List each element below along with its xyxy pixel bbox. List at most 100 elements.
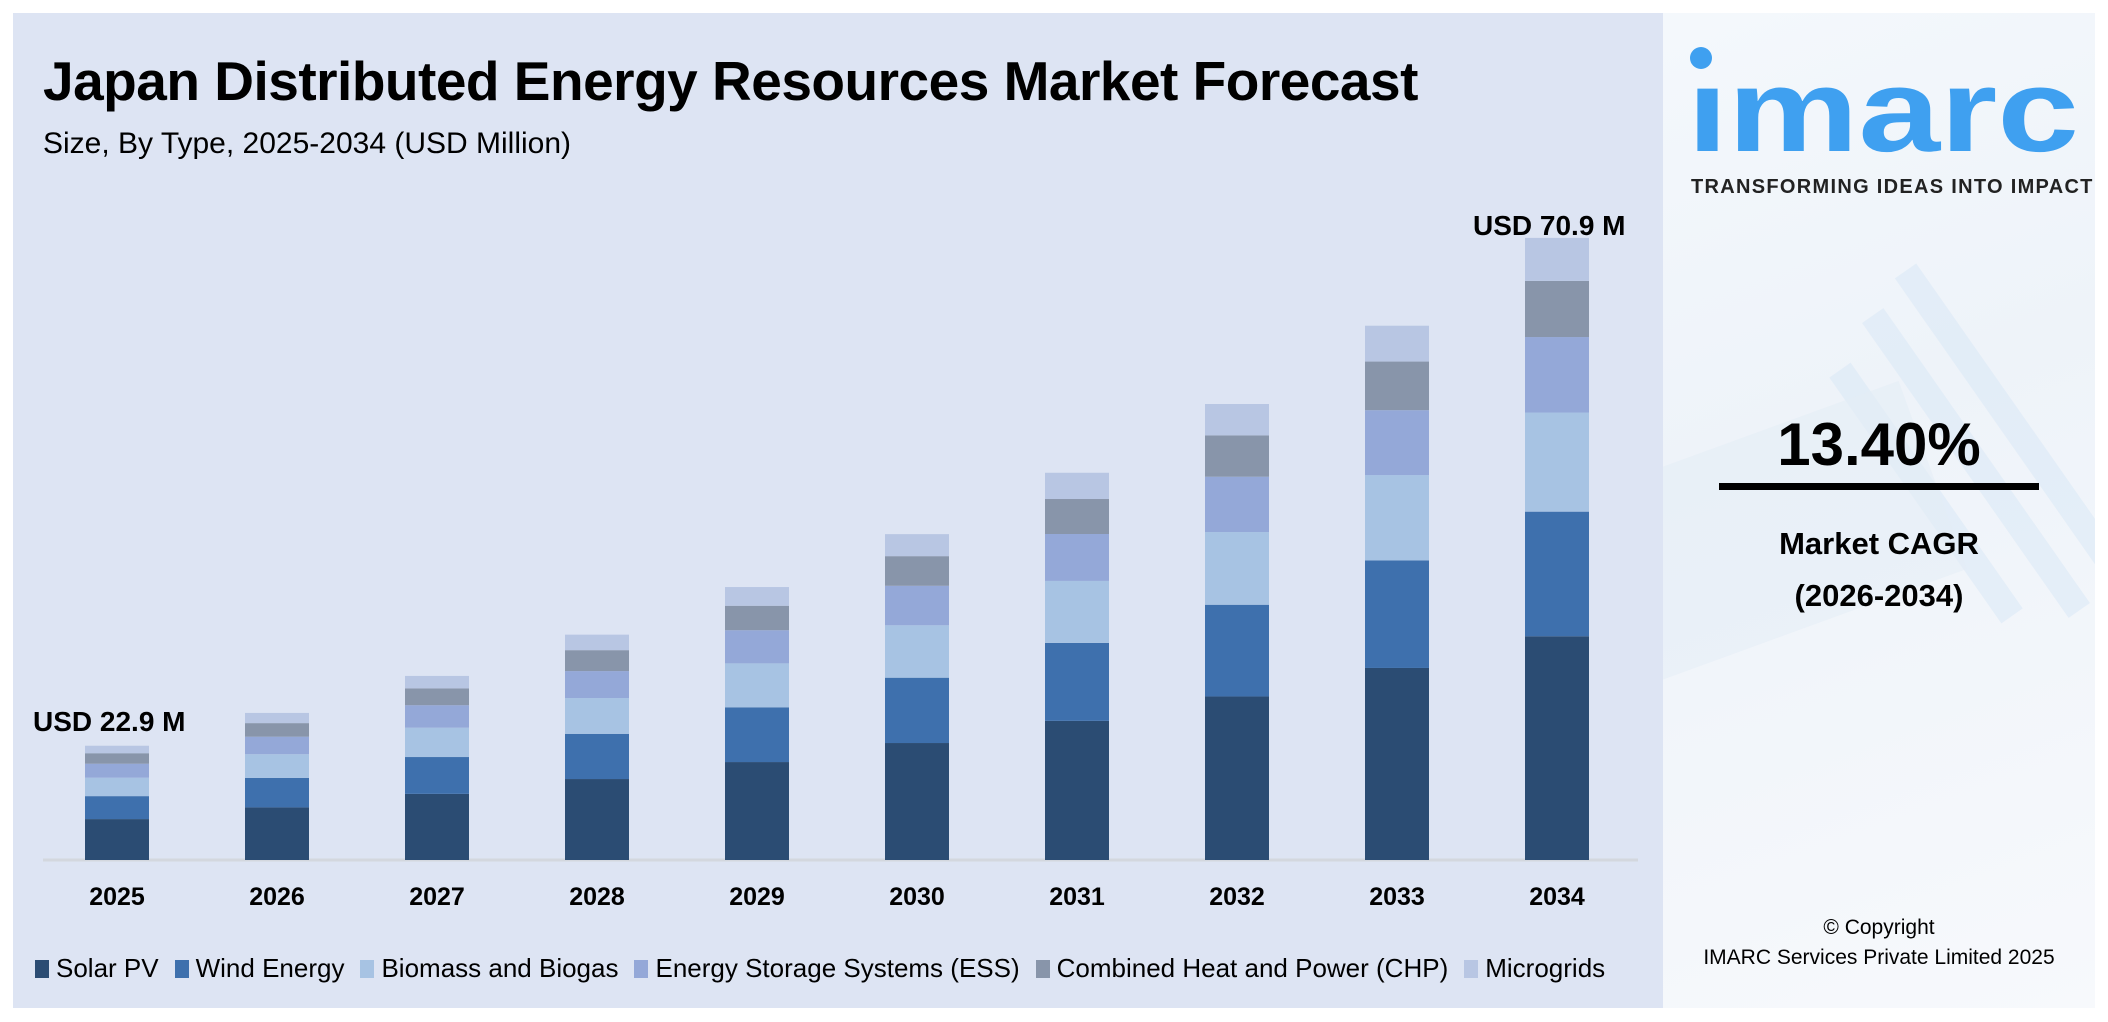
bar-segment-2026-microgrids: [245, 712, 309, 724]
cagr-period: (2026-2034): [1794, 578, 1964, 613]
bar-segment-2033-solar-pv: [1365, 667, 1429, 860]
bar-segment-2030-biomass-and-biogas: [885, 625, 949, 678]
bar-segment-2029-microgrids: [725, 587, 789, 606]
bar-segment-2033-microgrids: [1365, 325, 1429, 362]
legend-item: Energy Storage Systems (ESS): [634, 953, 1020, 984]
x-tick-label: 2026: [249, 883, 305, 911]
legend-label: Biomass and Biogas: [381, 953, 619, 983]
x-tick-label: 2025: [89, 883, 145, 911]
x-tick-label: 2031: [1049, 883, 1105, 911]
bar-segment-2027-combined-heat-and-power-chp-: [405, 688, 469, 706]
side-panel: ımarc TRANSFORMING IDEAS INTO IMPACT 13.…: [1663, 13, 2095, 1008]
bar-segment-2031-energy-storage-systems-ess-: [1045, 533, 1109, 581]
copyright-line-1: © Copyright: [1823, 916, 1935, 939]
bar-segment-2034-solar-pv: [1525, 636, 1589, 860]
x-tick-label: 2028: [569, 883, 625, 911]
bar-segment-2032-combined-heat-and-power-chp-: [1205, 435, 1269, 477]
bar-segment-2027-wind-energy: [405, 757, 469, 794]
bar-segment-2033-wind-energy: [1365, 560, 1429, 668]
bar-segment-2025-combined-heat-and-power-chp-: [85, 753, 149, 764]
bar-segment-2032-biomass-and-biogas: [1205, 532, 1269, 605]
bar-segment-2026-combined-heat-and-power-chp-: [245, 723, 309, 737]
bar-segment-2032-microgrids: [1205, 404, 1269, 436]
bar-segment-2027-biomass-and-biogas: [405, 727, 469, 758]
bar-segment-2033-combined-heat-and-power-chp-: [1365, 361, 1429, 411]
bar-segment-2028-microgrids: [565, 634, 629, 651]
legend-swatch: [1035, 959, 1050, 978]
bar-segment-2034-microgrids: [1525, 237, 1589, 281]
x-tick-label: 2027: [409, 883, 465, 911]
bar-segment-2030-energy-storage-systems-ess-: [885, 585, 949, 626]
bar-segment-2028-solar-pv: [565, 779, 629, 860]
legend-item: Microgrids: [1464, 953, 1605, 984]
legend-label: Microgrids: [1485, 953, 1606, 983]
bar-segment-2029-combined-heat-and-power-chp-: [725, 605, 789, 631]
chart-subtitle: Size, By Type, 2025-2034 (USD Million): [43, 127, 572, 160]
bar-segment-2029-wind-energy: [725, 707, 789, 763]
bar-segment-2031-wind-energy: [1045, 642, 1109, 721]
bar-segment-2030-combined-heat-and-power-chp-: [885, 556, 949, 586]
copyright-line-2: IMARC Services Private Limited 2025: [1703, 946, 2055, 969]
bar-segment-2033-biomass-and-biogas: [1365, 475, 1429, 561]
bar-segment-2034-biomass-and-biogas: [1525, 412, 1589, 512]
last-value-label: USD 70.9 M: [1473, 210, 1626, 241]
legend: Solar PV Wind Energy Biomass and Biogas Ene…: [35, 953, 1605, 984]
cagr-label: Market CAGR (2026-2034): [1663, 518, 2095, 622]
bar-segment-2028-wind-energy: [565, 733, 629, 780]
bar-segment-2033-energy-storage-systems-ess-: [1365, 410, 1429, 476]
bar-segment-2030-solar-pv: [885, 743, 949, 860]
x-tick-label: 2034: [1529, 883, 1585, 911]
legend-label: Wind Energy: [195, 953, 345, 983]
bar-segment-2025-solar-pv: [85, 819, 149, 860]
bar-segment-2031-combined-heat-and-power-chp-: [1045, 499, 1109, 534]
stacked-bar-chart: 2025 2026 2027 2028 2029 2030 2031 2032 2033 2034…: [33, 210, 1638, 911]
legend-label: Solar PV: [56, 953, 159, 983]
bar-segment-2029-biomass-and-biogas: [725, 663, 789, 708]
x-tick-label: 2030: [889, 883, 945, 911]
cagr-value: 13.40%: [1777, 411, 1981, 478]
cagr-divider: [1719, 483, 2039, 490]
bar-segment-2030-wind-energy: [885, 677, 949, 744]
imarc-logo: ımarc: [1687, 45, 2079, 177]
bar-segment-2028-biomass-and-biogas: [565, 698, 629, 734]
bar-segment-2029-solar-pv: [725, 762, 789, 860]
logo-tagline: TRANSFORMING IDEAS INTO IMPACT: [1691, 176, 2094, 198]
bar-segment-2032-solar-pv: [1205, 696, 1269, 860]
bar-segment-2025-biomass-and-biogas: [85, 777, 149, 797]
legend-label: Combined Heat and Power (CHP): [1056, 953, 1449, 983]
bar-segment-2026-solar-pv: [245, 807, 309, 860]
copyright: © Copyright IMARC Services Private Limit…: [1663, 913, 2095, 973]
x-tick-label: 2032: [1209, 883, 1265, 911]
chart-title: Japan Distributed Energy Resources Marke…: [43, 50, 1418, 112]
bar-segment-2027-solar-pv: [405, 793, 469, 860]
bar-segment-2031-microgrids: [1045, 472, 1109, 500]
bar-segment-2032-energy-storage-systems-ess-: [1205, 476, 1269, 533]
bar-segment-2026-energy-storage-systems-ess-: [245, 736, 309, 755]
legend-swatch: [1464, 959, 1479, 978]
bar-segment-2032-wind-energy: [1205, 604, 1269, 697]
bar-segment-2027-energy-storage-systems-ess-: [405, 705, 469, 728]
legend-item: Combined Heat and Power (CHP): [1035, 953, 1449, 984]
bar-segment-2025-wind-energy: [85, 796, 149, 820]
legend-label: Energy Storage Systems (ESS): [655, 953, 1020, 983]
bar-segment-2025-microgrids: [85, 745, 149, 754]
bar-segment-2029-energy-storage-systems-ess-: [725, 630, 789, 664]
legend-swatch: [634, 959, 649, 978]
bar-segment-2030-microgrids: [885, 534, 949, 557]
bar-segment-2027-microgrids: [405, 675, 469, 689]
x-tick-label: 2033: [1369, 883, 1425, 911]
bar-segment-2034-wind-energy: [1525, 511, 1589, 637]
bar-segment-2026-biomass-and-biogas: [245, 754, 309, 778]
bar-segment-2031-biomass-and-biogas: [1045, 580, 1109, 643]
bar-segment-2028-energy-storage-systems-ess-: [565, 671, 629, 699]
legend-swatch: [360, 959, 375, 978]
legend-swatch: [174, 959, 189, 978]
legend-item: Solar PV: [35, 953, 159, 984]
bar-segment-2026-wind-energy: [245, 777, 309, 808]
legend-item: Wind Energy: [174, 953, 345, 984]
bar-segment-2034-energy-storage-systems-ess-: [1525, 337, 1589, 413]
bar-segment-2034-combined-heat-and-power-chp-: [1525, 280, 1589, 338]
first-value-label: USD 22.9 M: [33, 706, 186, 737]
cagr-label-text: Market CAGR: [1779, 526, 1979, 561]
bar-segment-2025-energy-storage-systems-ess-: [85, 763, 149, 778]
